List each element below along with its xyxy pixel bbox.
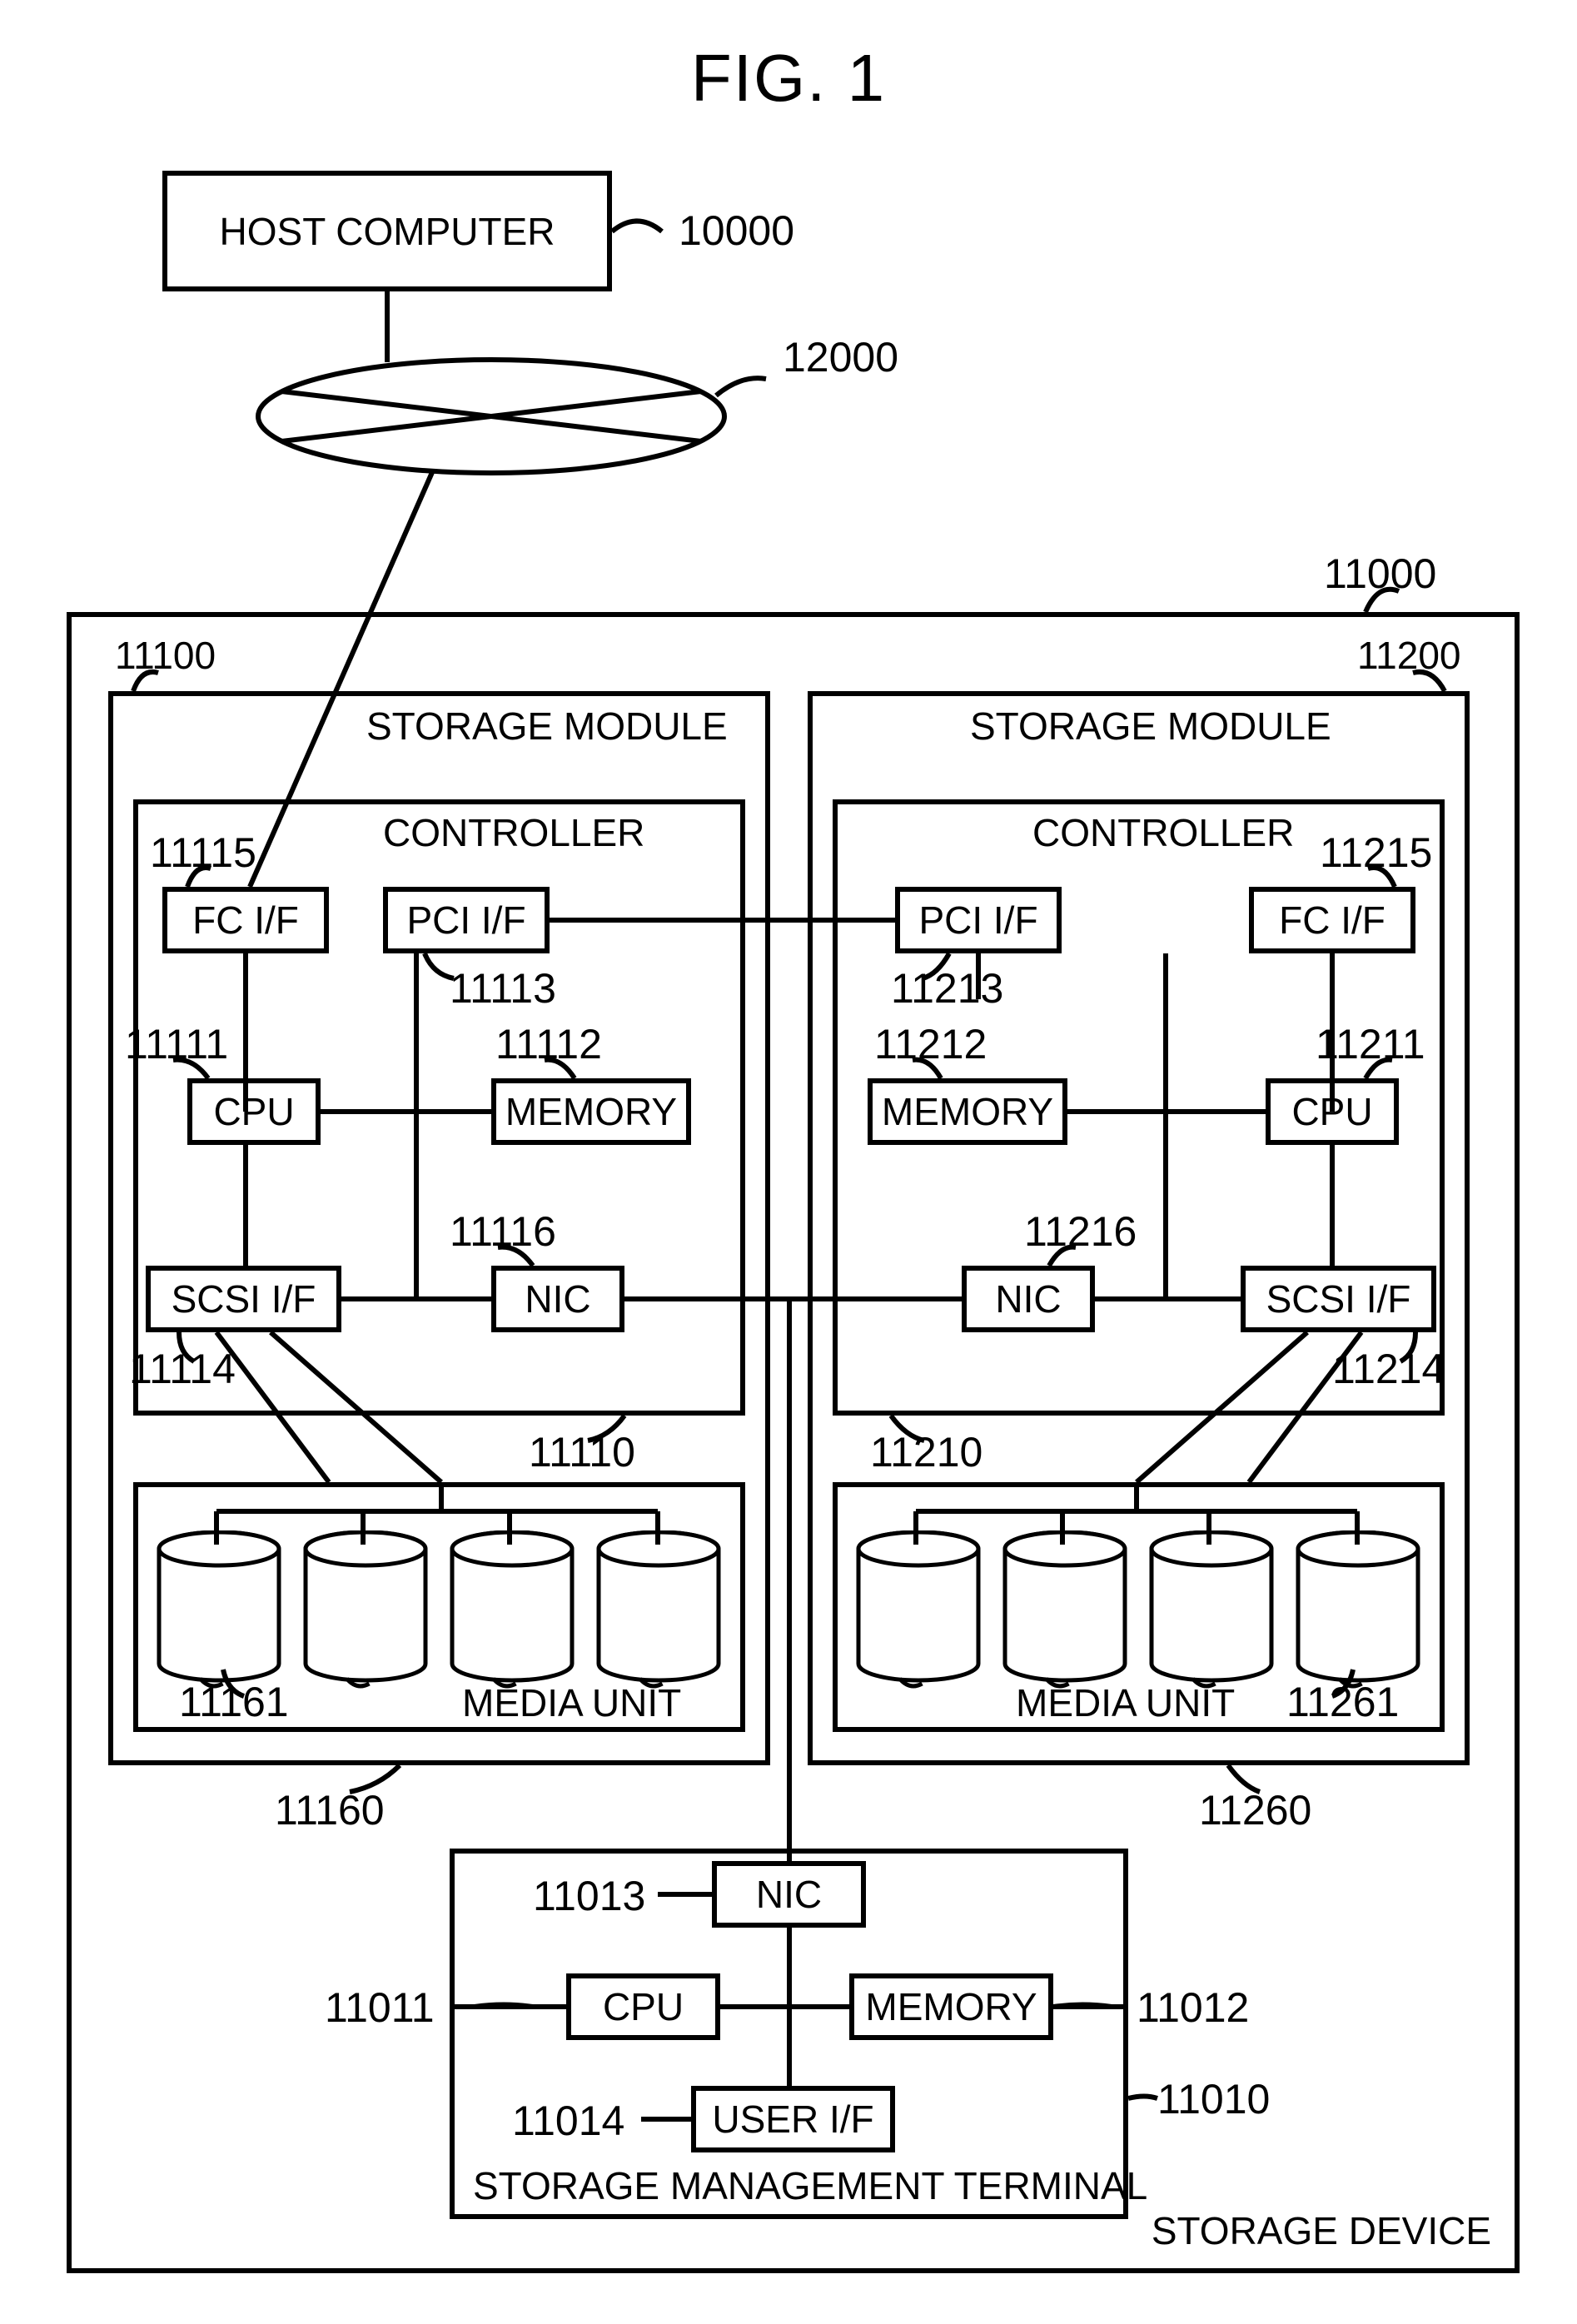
storage-device-label: STORAGE DEVICE (1152, 2208, 1491, 2253)
m1-pciif-box: PCI I/F (383, 887, 550, 953)
terminal-ref: 11010 (1157, 2075, 1270, 2123)
m1-cpu-box: CPU (187, 1078, 321, 1145)
disk-icon (303, 1547, 428, 1680)
m1-pciif-ref: 11113 (450, 964, 556, 1013)
m2-memory-ref: 11212 (874, 1020, 987, 1068)
m1-memory-box: MEMORY (491, 1078, 691, 1145)
m1-scsiif-box: SCSI I/F (146, 1266, 341, 1332)
t-memory-box: MEMORY (849, 1973, 1053, 2040)
module1-label: STORAGE MODULE (366, 704, 728, 749)
host-ref: 10000 (679, 207, 794, 255)
m1-fcif-label: FC I/F (192, 898, 299, 943)
t-userif-ref: 11014 (512, 2097, 624, 2145)
disk-icon (1002, 1547, 1127, 1680)
disk-icon (1296, 1547, 1420, 1680)
disk-icon (596, 1547, 721, 1680)
controller1-label: CONTROLLER (383, 810, 644, 855)
terminal-label: STORAGE MANAGEMENT TERMINAL (473, 2163, 1147, 2208)
t-userif-box: USER I/F (691, 2086, 895, 2152)
t-nic-box: NIC (712, 1861, 866, 1928)
controller2-label: CONTROLLER (1032, 810, 1294, 855)
m2-scsiif-box: SCSI I/F (1241, 1266, 1436, 1332)
host-computer-box: HOST COMPUTER (162, 171, 612, 291)
m2-cpu-ref: 11211 (1316, 1020, 1425, 1068)
m2-memory-box: MEMORY (868, 1078, 1067, 1145)
m2-pciif-ref: 11213 (891, 964, 1003, 1013)
controller2-ref: 11210 (870, 1428, 983, 1476)
storage-device-ref: 11000 (1324, 550, 1436, 598)
module1-ref: 11100 (115, 633, 216, 678)
m1-nic-box: NIC (491, 1266, 624, 1332)
m2-pciif-label: PCI I/F (918, 898, 1037, 943)
m1-fcif-box: FC I/F (162, 887, 329, 953)
module2-label: STORAGE MODULE (970, 704, 1331, 749)
t-userif-label: USER I/F (712, 2097, 873, 2142)
disk-icon (450, 1547, 575, 1680)
t-memory-label: MEMORY (865, 1984, 1037, 2029)
m1-nic-ref: 11116 (450, 1207, 556, 1256)
media2-ref: 11260 (1199, 1786, 1311, 1834)
disk-icon (1149, 1547, 1274, 1680)
disk-icon (856, 1547, 981, 1680)
network-ref: 12000 (783, 333, 898, 381)
t-nic-ref: 11013 (533, 1872, 645, 1920)
m1-memory-ref: 11112 (495, 1020, 602, 1068)
m1-fcif-ref: 11115 (150, 829, 256, 877)
t-cpu-ref: 11011 (325, 1983, 435, 2032)
t-nic-label: NIC (756, 1872, 822, 1917)
m2-nic-label: NIC (995, 1276, 1061, 1321)
m2-fcif-box: FC I/F (1249, 887, 1415, 953)
m1-nic-label: NIC (525, 1276, 590, 1321)
m1-pciif-label: PCI I/F (406, 898, 525, 943)
m2-nic-box: NIC (962, 1266, 1095, 1332)
m2-cpu-label: CPU (1291, 1089, 1372, 1134)
m1-scsiif-label: SCSI I/F (172, 1276, 316, 1321)
t-cpu-label: CPU (603, 1984, 684, 2029)
figure-title: FIG. 1 (0, 40, 1577, 117)
m2-cpu-box: CPU (1266, 1078, 1399, 1145)
m2-scsiif-label: SCSI I/F (1266, 1276, 1411, 1321)
t-memory-ref: 11012 (1137, 1983, 1249, 2032)
host-computer-label: HOST COMPUTER (220, 209, 555, 254)
m1-cpu-ref: 11111 (125, 1020, 228, 1068)
controller1-ref: 11110 (529, 1428, 635, 1476)
m2-pciif-box: PCI I/F (895, 887, 1062, 953)
m2-fcif-ref: 11215 (1320, 829, 1432, 877)
m2-scsiif-ref: 11214 (1332, 1345, 1445, 1393)
media1-ref: 11160 (275, 1786, 385, 1834)
m1-memory-label: MEMORY (505, 1089, 677, 1134)
m2-memory-label: MEMORY (882, 1089, 1053, 1134)
m2-fcif-label: FC I/F (1279, 898, 1385, 943)
disk-icon (157, 1547, 281, 1680)
t-cpu-box: CPU (566, 1973, 720, 2040)
m1-cpu-label: CPU (213, 1089, 294, 1134)
m2-nic-ref: 11216 (1024, 1207, 1137, 1256)
m1-scsiif-ref: 11114 (129, 1345, 236, 1393)
module2-ref: 11200 (1357, 633, 1461, 678)
